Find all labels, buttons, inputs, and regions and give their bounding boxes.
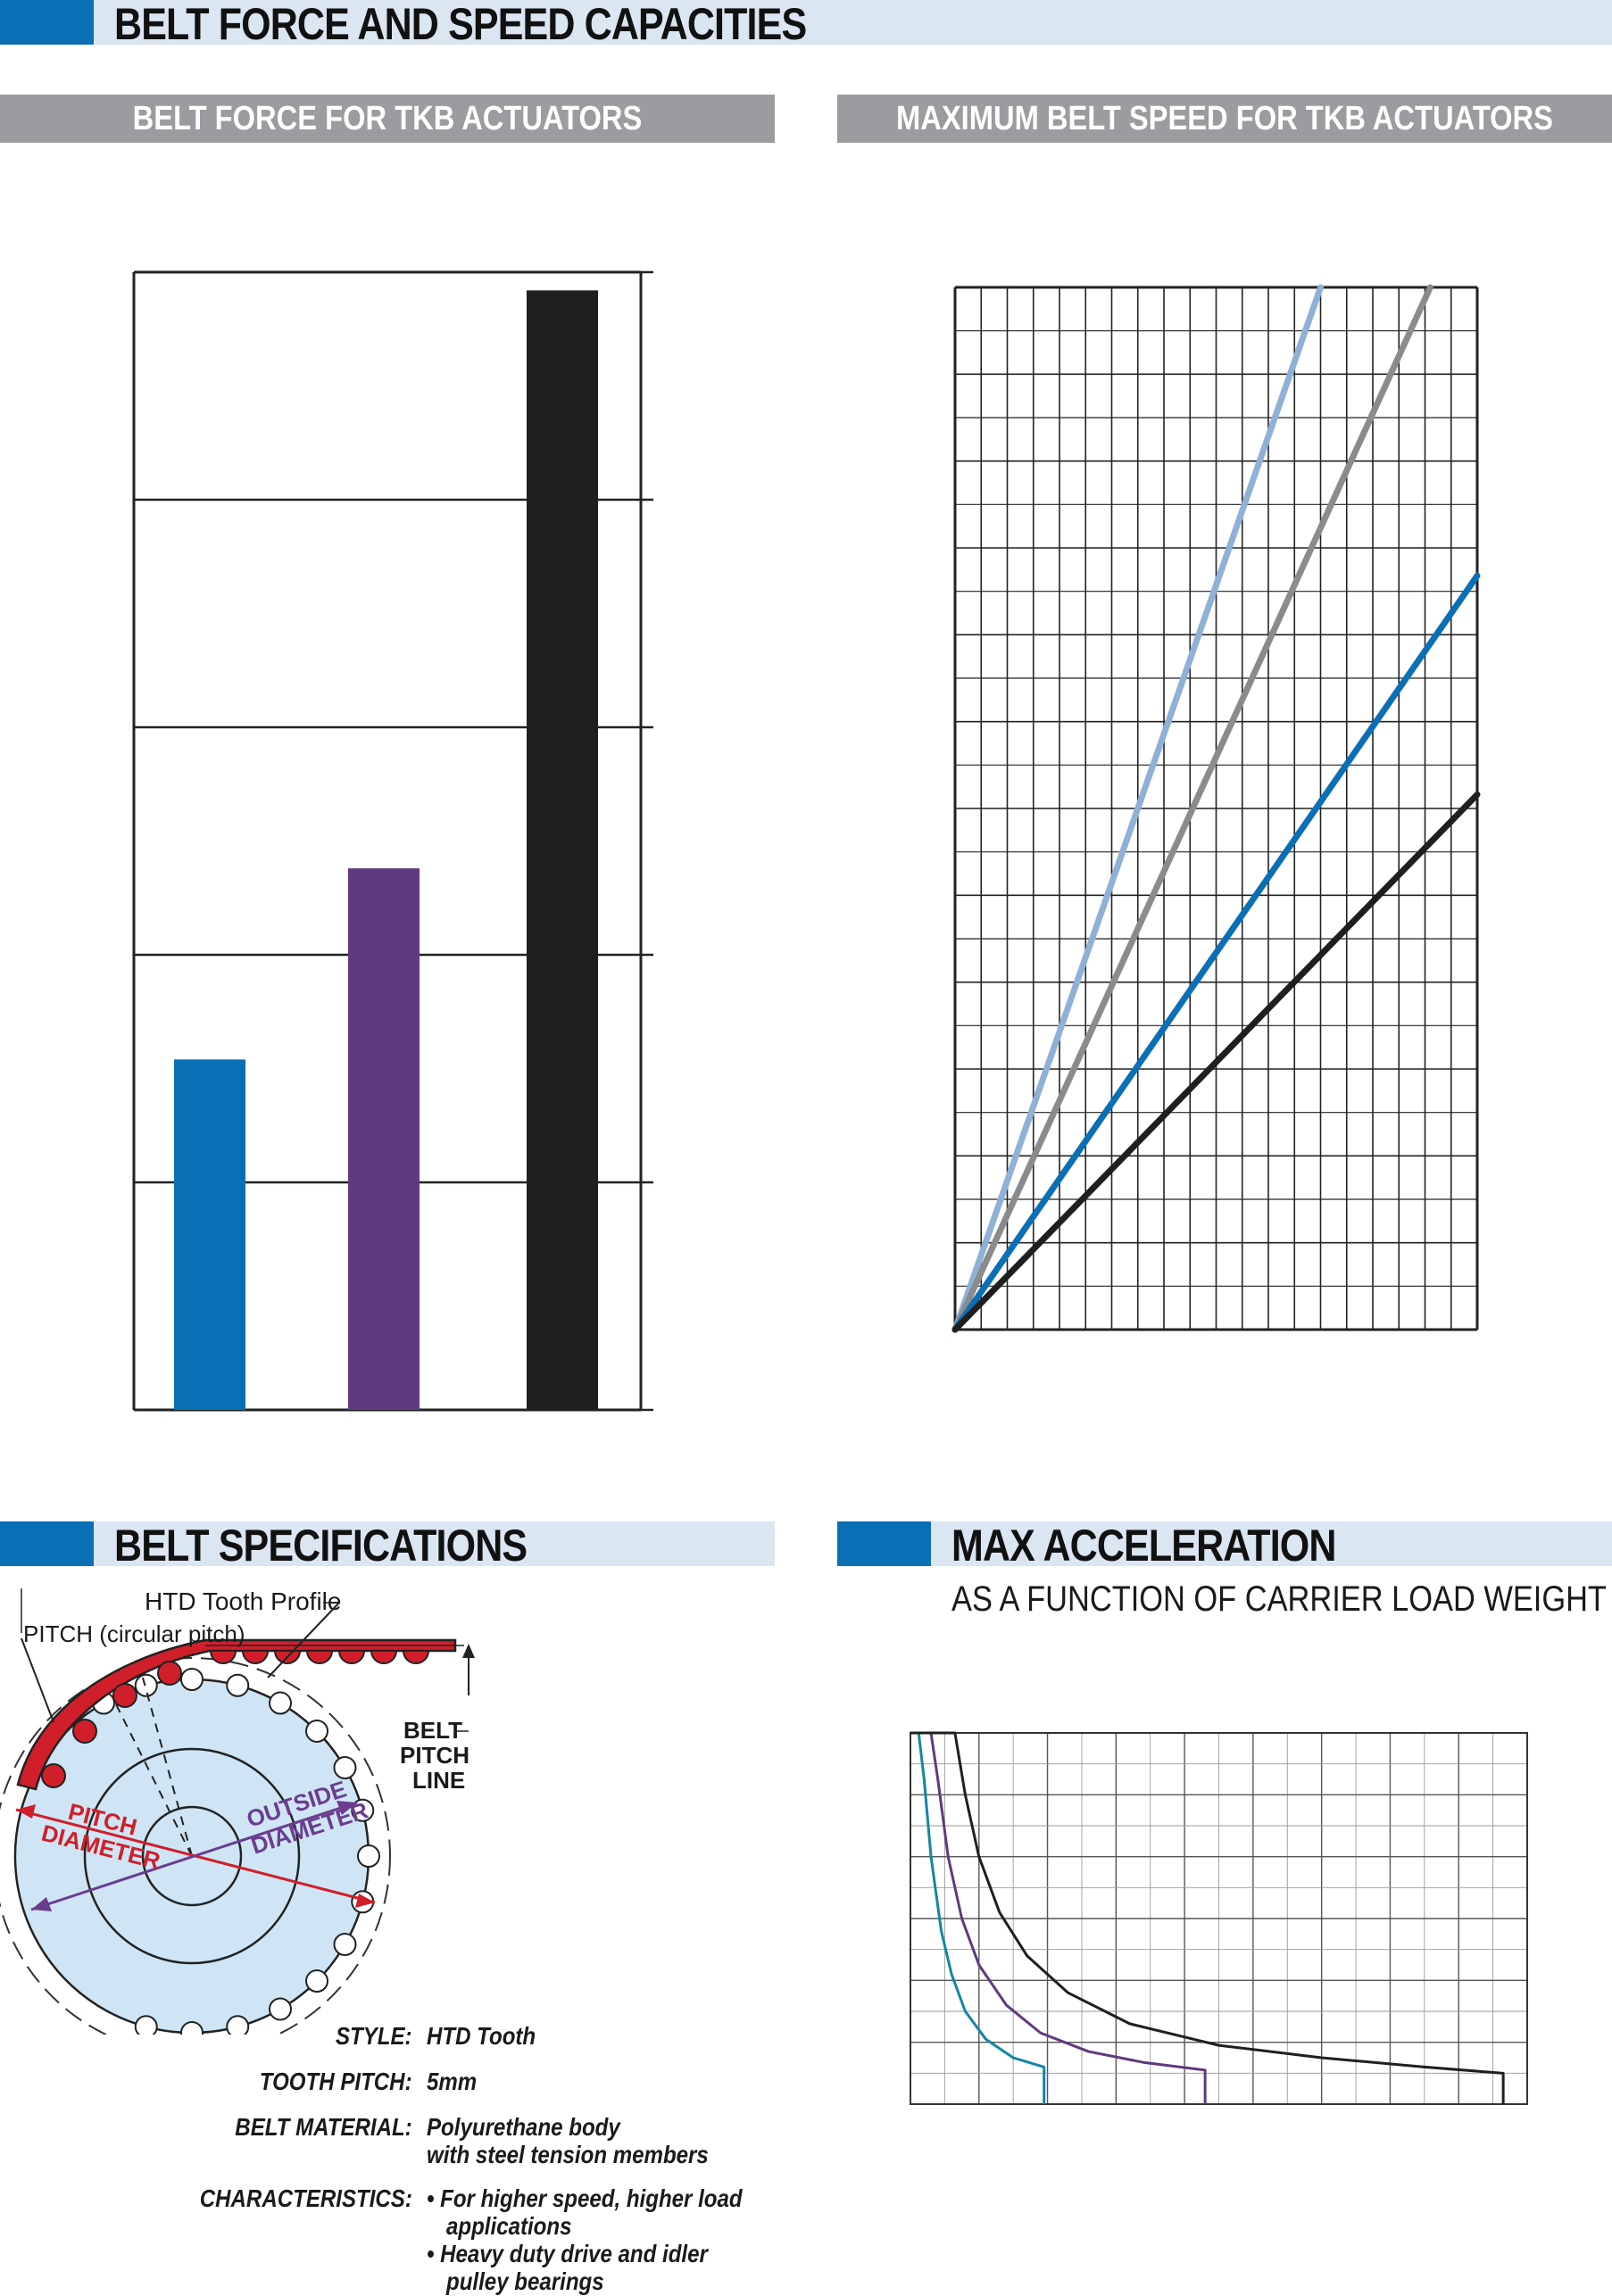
spec-value: with steel tension members	[427, 2141, 709, 2168]
pulley-groove	[134, 1673, 158, 1697]
belt-tooth	[209, 1650, 237, 1664]
belt-tooth	[402, 1650, 430, 1664]
pitch-diameter-arrowhead-right	[355, 1894, 375, 1908]
belt-pitch-line-label-2: PITCH	[400, 1742, 469, 1769]
spec-value: • Heavy duty drive and idler	[427, 2240, 708, 2267]
belt-tooth	[241, 1650, 270, 1664]
pulley-groove	[269, 1691, 292, 1715]
pulley-groove	[305, 1719, 329, 1743]
belt-teeth	[41, 1650, 430, 1788]
pulley-hub	[141, 1805, 243, 1907]
outside-diameter-arrow	[30, 1801, 358, 1911]
pulley-groove	[180, 1668, 204, 1691]
spec-label: BELT MATERIAL:	[235, 2113, 412, 2141]
belt-tooth	[112, 1683, 137, 1708]
page-title: BELT FORCE AND SPEED CAPACITIES	[114, 0, 807, 49]
belt-speed-subtitle: MAXIMUM BELT SPEED FOR TKB ACTUATORS	[896, 100, 1553, 137]
belt-force-bar-chart	[132, 270, 653, 1412]
belt-tooth	[370, 1650, 398, 1664]
htd-arrow	[267, 1602, 340, 1678]
speed-series-0	[951, 284, 1324, 1333]
pulley-groove	[180, 2021, 204, 2035]
header-accent-tab	[0, 0, 94, 45]
spec-value: pulley bearings	[446, 2267, 604, 2295]
belt-pitch-line-label-1: BELT	[403, 1717, 462, 1744]
outside-diameter-arrowhead-right	[337, 1801, 357, 1815]
pulley-groove	[333, 1933, 357, 1956]
pitch-diameter-arrowhead-left	[16, 1804, 36, 1819]
pulley-teeth	[92, 1668, 380, 2035]
pitch-arrow	[21, 1637, 54, 1723]
accel-series-tkb25	[910, 1731, 1207, 2104]
speed-series-1	[951, 284, 1433, 1333]
pulley-groove	[269, 1997, 292, 2021]
max-accel-accent-tab	[837, 1521, 931, 1566]
bar-tkb10	[174, 1059, 245, 1410]
belt-specs-accent-tab	[0, 1521, 94, 1566]
accel-series-tkb10	[910, 1731, 1046, 2104]
pitch-line-arrowhead	[462, 1644, 475, 1658]
spec-value: Polyurethane body	[427, 2113, 620, 2141]
pitch-label: PITCH (circular pitch)	[23, 1620, 245, 1647]
belt-specs-title: BELT SPECIFICATIONS	[114, 1521, 528, 1571]
max-acceleration-chart	[910, 1731, 1528, 2105]
bar-tkb25	[348, 868, 420, 1410]
belt-speed-subheader	[837, 95, 1612, 143]
pulley-groove	[134, 2015, 158, 2035]
belt-speed-line-chart	[951, 284, 1481, 1333]
max-accel-title: MAX ACCELERATION	[951, 1521, 1336, 1571]
speed-series-2	[951, 572, 1481, 1333]
accel-series-tkb75	[910, 1731, 1505, 2104]
belt-tooth	[157, 1661, 182, 1686]
spec-value: applications	[446, 2212, 572, 2240]
speed-series-3	[951, 791, 1481, 1333]
htd-tooth-profile-label: HTD Tooth Profile	[145, 1588, 341, 1615]
belt-force-subheader	[0, 95, 775, 143]
pulley-ring	[83, 1747, 301, 1965]
spec-value: • For higher speed, higher load	[427, 2184, 743, 2212]
pulley-groove	[305, 1969, 329, 1993]
belt-force-subtitle: BELT FORCE FOR TKB ACTUATORS	[132, 100, 643, 137]
pulley-groove	[357, 1844, 380, 1868]
pulley-groove	[351, 1798, 375, 1822]
belt-tooth	[72, 1719, 97, 1744]
pulley-groove	[226, 2015, 250, 2035]
max-accel-header-band	[837, 1521, 1612, 1566]
pulley-groove	[333, 1756, 357, 1779]
belt-pitch-line-label-3: LINE	[412, 1767, 465, 1794]
spec-value: HTD Tooth	[427, 2022, 536, 2050]
belt-tooth	[305, 1650, 334, 1664]
belt-tooth	[41, 1763, 66, 1788]
belt-tooth	[337, 1650, 366, 1664]
radial-dashed-line	[115, 1703, 193, 1857]
max-accel-subtitle: AS A FUNCTION OF CARRIER LOAD WEIGHT	[951, 1579, 1607, 1619]
spec-label: CHARACTERISTICS:	[199, 2184, 412, 2212]
spec-label: TOOTH PITCH:	[260, 2068, 412, 2095]
spec-label: STYLE:	[336, 2022, 412, 2050]
belt-pulley-diagram: PITCH DIAMETER OUTSIDE DIAMETER BELT PIT…	[0, 1588, 475, 2035]
header-band	[0, 0, 1612, 45]
belt-pitch-circle	[0, 1657, 391, 2035]
spec-value: 5mm	[427, 2068, 478, 2095]
outside-diameter-arrowhead-left	[31, 1897, 52, 1911]
accel-frame	[910, 1732, 1528, 2105]
belt-specs-header-band	[0, 1521, 775, 1566]
pulley-groove	[226, 1673, 250, 1697]
bar-tkb75	[527, 290, 598, 1410]
